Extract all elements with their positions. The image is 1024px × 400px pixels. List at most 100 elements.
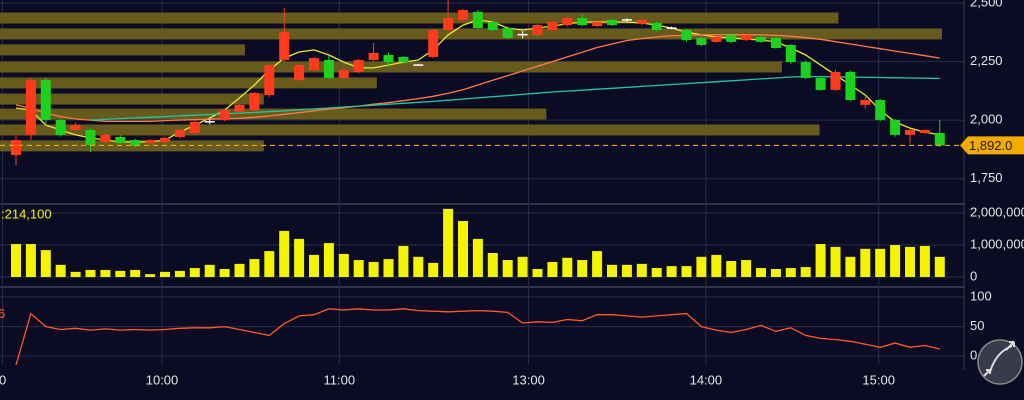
last-price-label: 1,892.0 bbox=[969, 138, 1012, 153]
axes: 2,500 2,250 2,000 1,750 1,892.0 0 1,000,000 2,0… bbox=[0, 0, 1024, 387]
candle-body bbox=[711, 37, 722, 42]
volume-bar bbox=[11, 244, 21, 277]
plot bbox=[0, 0, 964, 366]
x-tick-label: 14:00 bbox=[690, 372, 723, 387]
volume-bar bbox=[428, 262, 439, 277]
y-tick-label: 2,500 bbox=[970, 0, 1003, 9]
candle-body bbox=[741, 34, 752, 41]
y-tick-label: 1,750 bbox=[970, 170, 1003, 185]
candle-body bbox=[160, 137, 170, 142]
volume-bar bbox=[875, 248, 886, 277]
volume-bar bbox=[860, 248, 871, 277]
y-tick-label: 0 bbox=[970, 268, 977, 283]
volume-bar bbox=[532, 269, 543, 277]
volume-bar bbox=[219, 269, 230, 277]
volume-bar bbox=[830, 246, 841, 277]
volume-bar bbox=[636, 263, 647, 277]
volume-bar bbox=[487, 253, 498, 277]
candle-body bbox=[11, 140, 21, 156]
y-tick-label: 2,000,000 bbox=[970, 204, 1024, 219]
volume-bar bbox=[592, 251, 603, 277]
profile-bar bbox=[0, 108, 547, 120]
candle-body bbox=[25, 80, 36, 135]
volume-bar bbox=[711, 254, 722, 277]
candle-body bbox=[651, 22, 662, 30]
x-tick-label: 15:00 bbox=[862, 372, 895, 387]
layers: 2,500 2,250 2,000 1,750 1,892.0 0 1,000,000 2,0… bbox=[0, 0, 1024, 387]
moving-average bbox=[15, 34, 940, 122]
volume-bar bbox=[353, 260, 364, 277]
volume-bar bbox=[70, 271, 81, 277]
candle-body bbox=[249, 92, 260, 111]
expand-button[interactable] bbox=[977, 339, 1023, 385]
volume-bar bbox=[323, 243, 334, 277]
candle-body bbox=[547, 22, 558, 30]
candle-body bbox=[219, 110, 230, 120]
grid bbox=[0, 0, 964, 365]
profile-bar bbox=[0, 93, 264, 105]
candle-body bbox=[756, 37, 766, 42]
volume-bar bbox=[115, 270, 126, 277]
candle-body bbox=[264, 65, 275, 96]
volume-bar bbox=[413, 256, 424, 277]
volume-bar bbox=[502, 260, 513, 277]
candle-body bbox=[860, 100, 871, 105]
candle-body bbox=[458, 10, 468, 20]
candle-body bbox=[234, 104, 245, 112]
candle-body bbox=[174, 129, 185, 138]
panel-label: 6 bbox=[0, 306, 5, 321]
volume-bar bbox=[40, 250, 51, 277]
candle-body bbox=[562, 18, 573, 26]
volume-bar bbox=[160, 271, 170, 277]
volume-bar bbox=[309, 254, 319, 277]
last-price-tag bbox=[960, 136, 1024, 155]
candle-body bbox=[368, 52, 379, 60]
panel-label: :214,100 bbox=[1, 206, 52, 221]
volume-bar bbox=[562, 257, 573, 277]
volume-bar bbox=[279, 230, 290, 277]
candle-body bbox=[85, 129, 96, 145]
profile-bar bbox=[0, 124, 820, 136]
volume-bar bbox=[55, 264, 66, 277]
candle-body bbox=[577, 18, 588, 26]
volume-bar bbox=[741, 260, 752, 277]
candle-body bbox=[189, 122, 200, 134]
candle-body bbox=[890, 119, 901, 135]
volume-bar bbox=[681, 266, 692, 277]
x-tick-label: 10:00 bbox=[146, 372, 179, 387]
candle-body bbox=[592, 22, 603, 26]
y-tick-label: 50 bbox=[970, 318, 984, 333]
candle-body bbox=[353, 59, 364, 72]
y-tick-label: 2,250 bbox=[970, 53, 1003, 68]
candle-body bbox=[55, 119, 66, 135]
volume-bar bbox=[234, 263, 245, 277]
candle-body bbox=[279, 32, 290, 60]
volume-bar bbox=[607, 264, 617, 277]
candle-body bbox=[70, 125, 81, 130]
candle-body bbox=[428, 29, 439, 57]
candle-body bbox=[443, 18, 454, 30]
candle-body bbox=[845, 71, 856, 100]
volume-bar bbox=[905, 246, 915, 277]
volume-bar bbox=[458, 221, 468, 277]
candle-body bbox=[383, 55, 394, 63]
candle-body bbox=[309, 58, 319, 71]
y-tick-label: 0 bbox=[970, 348, 977, 363]
volume-bar bbox=[130, 269, 141, 277]
candle-body bbox=[532, 25, 543, 35]
volume-bar bbox=[845, 256, 856, 277]
candle-body bbox=[607, 19, 617, 26]
oscillator-line bbox=[15, 308, 940, 366]
volume-bar bbox=[100, 269, 111, 277]
candle-body bbox=[696, 37, 707, 45]
candle-body bbox=[487, 22, 498, 30]
candle-body bbox=[800, 62, 811, 78]
candle-body bbox=[770, 37, 781, 49]
volume-bar bbox=[249, 259, 260, 277]
candle-body bbox=[294, 65, 305, 81]
candle-body bbox=[323, 59, 334, 78]
candle-body bbox=[919, 129, 930, 134]
